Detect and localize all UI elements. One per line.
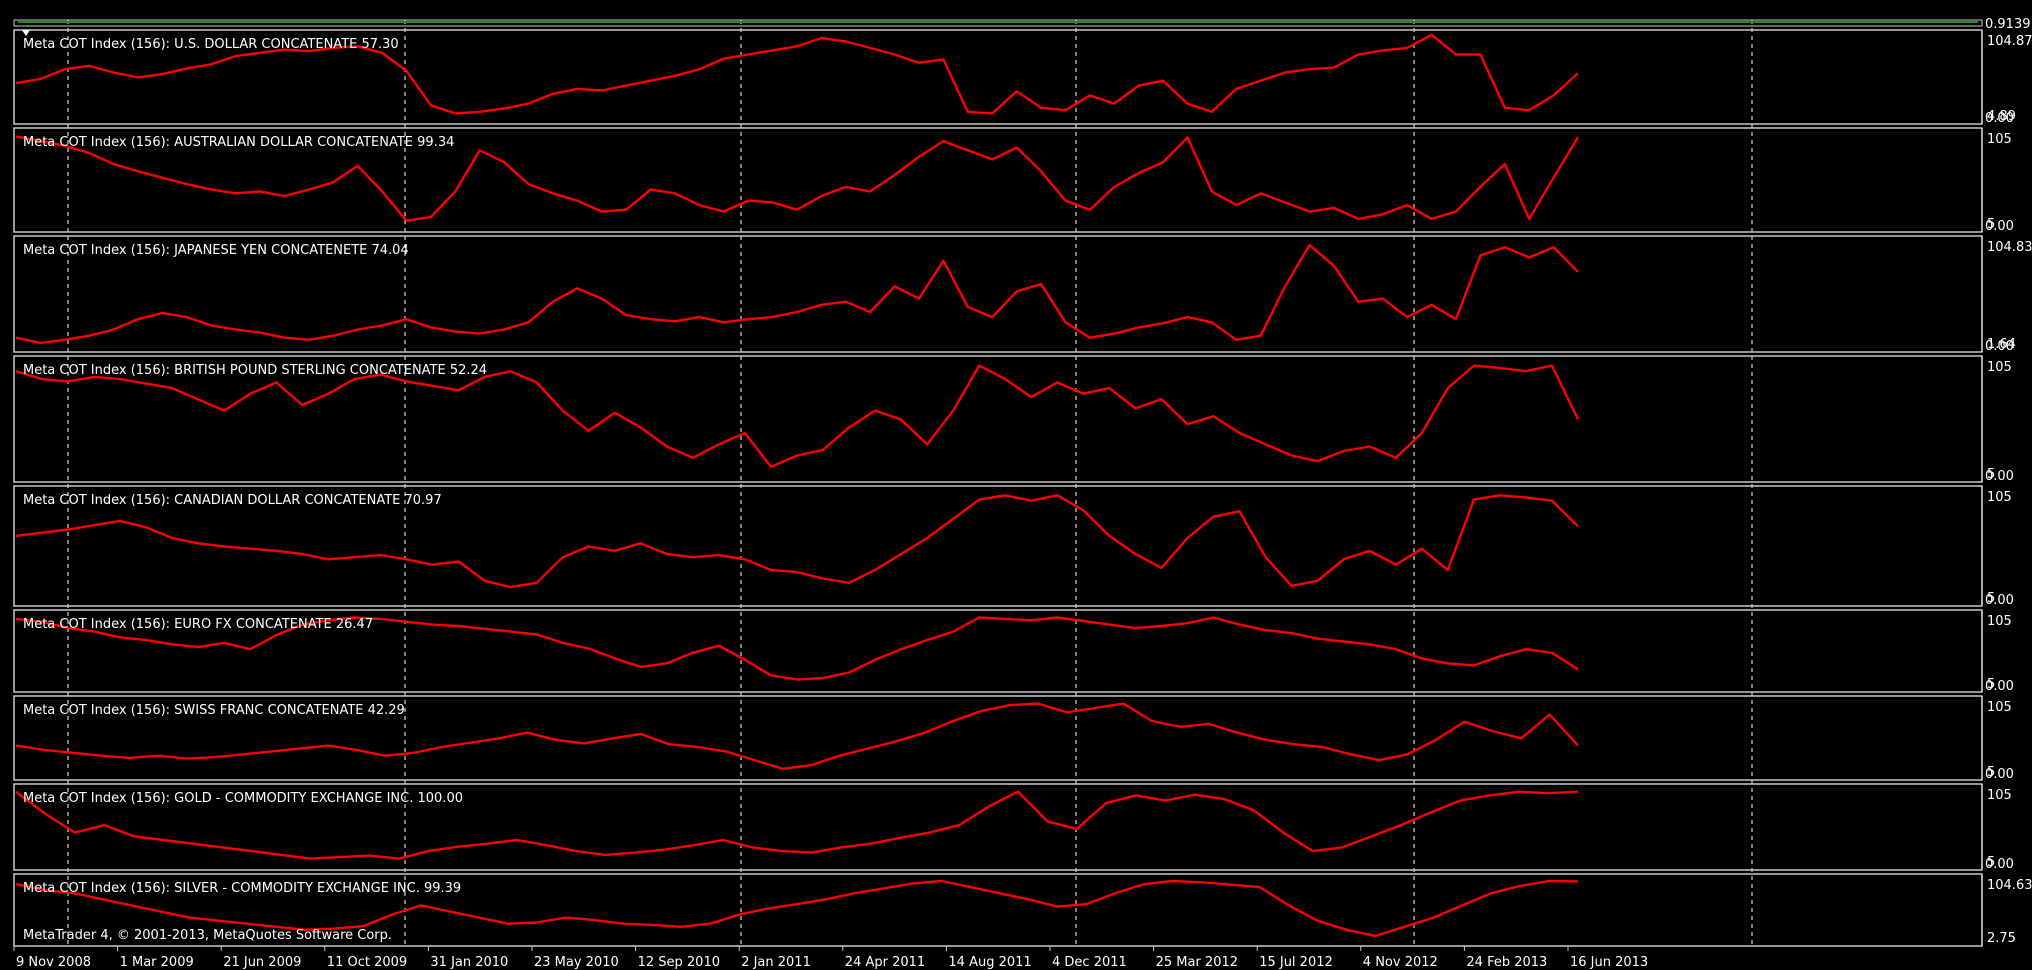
price-label: 0.9139 [1985, 17, 2031, 32]
scale-zero-label: 0.00 [1985, 857, 2014, 872]
cot-index-series-line [15, 494, 1579, 589]
scale-min-label: 5 [1987, 591, 1995, 606]
pane-title: Meta COT Index (156): BRITISH POUND STER… [23, 363, 487, 378]
indicator-pane[interactable]: Meta COT Index (156): U.S. DOLLAR CONCAT… [13, 29, 2032, 126]
time-axis-label: 12 Sep 2010 [638, 955, 720, 970]
scale-min-label: 5 [1987, 677, 1995, 692]
scale-max-label: 105 [1987, 700, 2012, 715]
scale-zero-label: 0.00 [1985, 767, 2014, 782]
indicator-pane[interactable]: Meta COT Index (156): JAPANESE YEN CONCA… [13, 235, 2032, 354]
triangle-marker-icon [22, 30, 30, 36]
time-axis-label: 2 Jan 2011 [741, 955, 811, 970]
scale-min-label: 5 [1987, 855, 1995, 870]
scale-min-label: 2.75 [1987, 931, 2016, 946]
time-axis-label: 31 Jan 2010 [430, 955, 508, 970]
indicator-pane[interactable]: Meta COT Index (156): SILVER - COMMODITY… [13, 873, 2032, 947]
scale-min-label: 4.89 [1987, 109, 2016, 124]
scale-min-label: 5 [1987, 467, 1995, 482]
pane-title: Meta COT Index (156): EURO FX CONCATENAT… [23, 617, 373, 632]
time-axis-label: 21 Jun 2009 [223, 955, 301, 970]
time-axis: 9 Nov 2008 1 Mar 2009 21 Jun 2009 11 Oct 20… [13, 946, 1648, 970]
indicator-pane[interactable]: Meta COT Index (156): SWISS FRANC CONCAT… [13, 695, 2014, 782]
time-axis-label: 14 Aug 2011 [948, 955, 1031, 970]
pane-title: Meta COT Index (156): U.S. DOLLAR CONCAT… [23, 37, 399, 52]
scale-zero-label: 0.00 [1985, 679, 2014, 694]
cot-index-series-line [15, 879, 1579, 938]
time-axis-label: 4 Nov 2012 [1363, 955, 1438, 970]
time-axis-label: 15 Jul 2012 [1259, 955, 1333, 970]
time-axis-label: 1 Mar 2009 [120, 955, 194, 970]
indicator-pane[interactable]: Meta COT Index (156): EURO FX CONCATENAT… [13, 609, 2014, 694]
scale-max-label: 105 [1987, 360, 2012, 375]
cot-index-series-line [15, 33, 1579, 115]
cot-index-series-line [15, 364, 1580, 468]
cot-index-series-line [15, 616, 1579, 681]
time-axis-label: 16 Jun 2013 [1570, 955, 1648, 970]
pane-title: Meta COT Index (156): CANADIAN DOLLAR CO… [23, 493, 442, 508]
cot-index-series-line [15, 790, 1579, 860]
indicator-panes[interactable]: Meta COT Index (156): U.S. DOLLAR CONCAT… [13, 29, 2032, 947]
time-axis-label: 25 Mar 2012 [1156, 955, 1238, 970]
time-axis-label: 9 Nov 2008 [16, 955, 91, 970]
time-axis-label: 23 May 2010 [534, 955, 619, 970]
pane-title: Meta COT Index (156): JAPANESE YEN CONCA… [23, 243, 409, 258]
scale-zero-label: 0.00 [1985, 219, 2014, 234]
scale-zero-label: 0.00 [1985, 469, 2014, 484]
scale-min-label: 5 [1987, 765, 1995, 780]
top-strip-border [13, 19, 1983, 27]
scale-zero-label: 0.00 [1985, 593, 2014, 608]
scale-min-label: 5 [1987, 217, 1995, 232]
pane-title: Meta COT Index (156): AUSTRALIAN DOLLAR … [23, 135, 454, 150]
scale-max-label: 104.87 [1987, 34, 2032, 49]
scale-max-label: 105 [1987, 614, 2012, 629]
time-axis-label: 11 Oct 2009 [327, 955, 407, 970]
scale-max-label: 104.83 [1987, 240, 2032, 255]
scale-min-label: 1.64 [1987, 337, 2016, 352]
pane-title: Meta COT Index (156): GOLD - COMMODITY E… [23, 791, 463, 806]
indicator-pane[interactable]: Meta COT Index (156): CANADIAN DOLLAR CO… [13, 485, 2014, 608]
time-axis-label: 24 Feb 2013 [1466, 955, 1547, 970]
indicator-pane[interactable]: Meta COT Index (156): AUSTRALIAN DOLLAR … [13, 127, 2014, 234]
scale-max-label: 104.63 [1987, 878, 2032, 893]
scale-max-label: 105 [1987, 490, 2012, 505]
cot-index-series-line [15, 702, 1579, 770]
cot-index-series-line [15, 243, 1579, 345]
scale-zero-label: 0.00 [1985, 339, 2014, 354]
scale-zero-label: 0.00 [1985, 111, 2014, 126]
cot-index-series-line [15, 135, 1580, 222]
indicator-pane[interactable]: Meta COT Index (156): GOLD - COMMODITY E… [13, 783, 2014, 872]
time-grid [67, 20, 1753, 946]
copyright-text: MetaTrader 4, © 2001-2013, MetaQuotes So… [23, 928, 392, 943]
scale-max-label: 105 [1987, 788, 2012, 803]
pane-title: Meta COT Index (156): SWISS FRANC CONCAT… [23, 703, 405, 718]
time-axis-label: 4 Dec 2011 [1052, 955, 1127, 970]
pane-title: Meta COT Index (156): SILVER - COMMODITY… [23, 881, 461, 896]
indicator-pane[interactable]: Meta COT Index (156): BRITISH POUND STER… [13, 355, 2014, 484]
time-axis-label: 24 Apr 2011 [845, 955, 925, 970]
scale-max-label: 105 [1987, 132, 2012, 147]
top-strip [13, 19, 1983, 27]
